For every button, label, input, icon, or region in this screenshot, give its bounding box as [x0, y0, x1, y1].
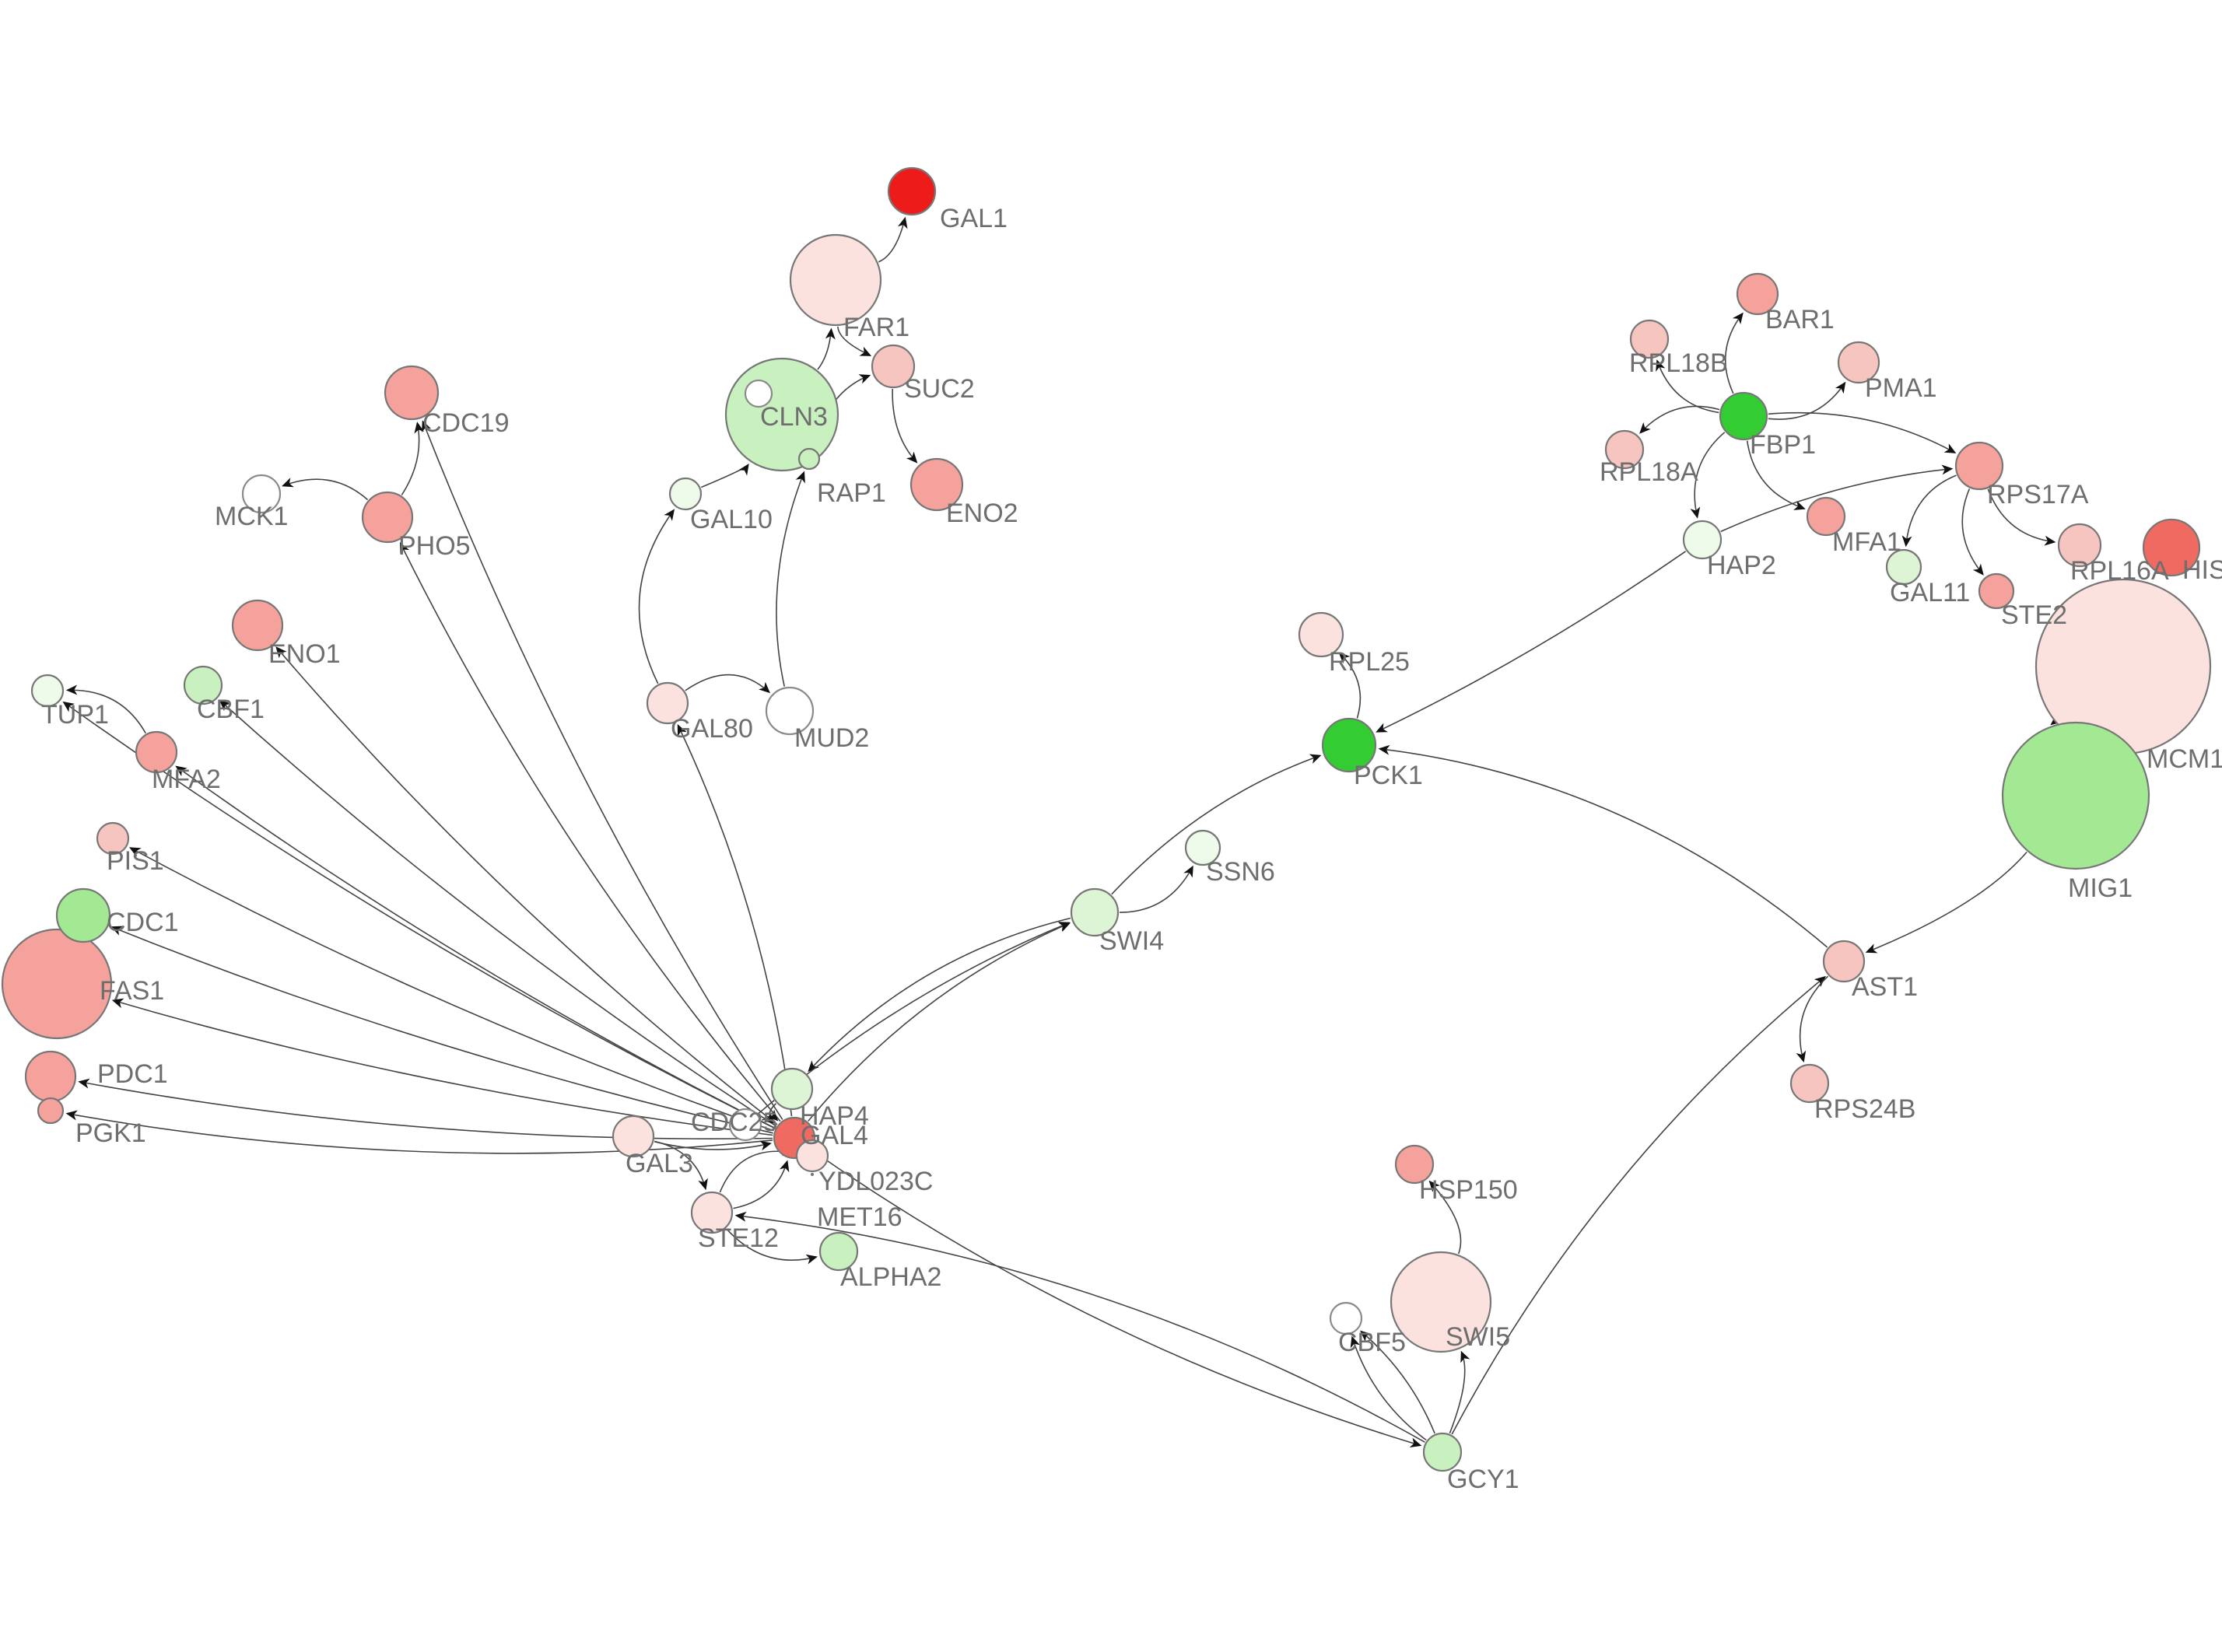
svg-text:PGK1: PGK1 — [75, 1118, 146, 1148]
svg-text:SSN6: SSN6 — [1206, 857, 1275, 887]
svg-text:MUD2: MUD2 — [794, 723, 869, 753]
svg-text:MET16: MET16 — [817, 1202, 902, 1232]
svg-text:PHO5: PHO5 — [398, 531, 471, 561]
svg-text:FBP1: FBP1 — [1750, 430, 1816, 460]
svg-text:CDC19: CDC19 — [422, 408, 509, 438]
svg-text:MFA2: MFA2 — [152, 765, 221, 794]
svg-text:PDC1: PDC1 — [97, 1059, 168, 1089]
svg-text:PIS1: PIS1 — [107, 846, 164, 876]
svg-text:SWI4: SWI4 — [1099, 926, 1164, 956]
svg-text:CDC1: CDC1 — [107, 908, 179, 937]
svg-text:GAL4: GAL4 — [801, 1121, 868, 1150]
svg-text:GAL10: GAL10 — [690, 505, 773, 534]
svg-text:CBF5: CBF5 — [1338, 1328, 1406, 1357]
svg-text:PMA1: PMA1 — [1865, 373, 1937, 403]
svg-text:SUC2: SUC2 — [904, 374, 975, 404]
svg-text:RAP1: RAP1 — [817, 478, 886, 508]
svg-text:TUP1: TUP1 — [41, 700, 109, 730]
svg-text:GCY1: GCY1 — [1447, 1465, 1519, 1494]
svg-text:GAL80: GAL80 — [671, 714, 753, 744]
svg-text:GAL1: GAL1 — [940, 204, 1008, 233]
svg-text:PCK1: PCK1 — [1354, 761, 1423, 790]
svg-text:HSP150: HSP150 — [1419, 1175, 1518, 1205]
svg-text:ENO2: ENO2 — [946, 499, 1018, 528]
svg-text:YDL023C: YDL023C — [818, 1167, 933, 1196]
svg-text:SWI5: SWI5 — [1446, 1322, 1510, 1352]
svg-text:CBF1: CBF1 — [197, 695, 265, 724]
svg-text:MCM1: MCM1 — [2147, 744, 2222, 774]
svg-text:RPS17A: RPS17A — [1987, 480, 2089, 509]
svg-text:RPL18B: RPL18B — [1629, 348, 1728, 378]
svg-text:STE2: STE2 — [2001, 600, 2067, 630]
svg-text:STE12: STE12 — [698, 1223, 779, 1253]
svg-text:ENO1: ENO1 — [268, 639, 341, 669]
svg-text:CLN3: CLN3 — [760, 402, 828, 432]
svg-text:BAR1: BAR1 — [1765, 305, 1835, 334]
svg-text:AST1: AST1 — [1852, 972, 1918, 1002]
svg-text:ALPHA2: ALPHA2 — [840, 1262, 941, 1292]
svg-text:MCK1: MCK1 — [215, 502, 288, 531]
svg-text:RPL18A: RPL18A — [1600, 457, 1698, 487]
svg-text:HAP2: HAP2 — [1707, 551, 1776, 580]
svg-text:RPL25: RPL25 — [1329, 647, 1410, 677]
svg-text:GAL11: GAL11 — [1890, 578, 1970, 607]
svg-text:HIS4: HIS4 — [2182, 555, 2222, 585]
svg-text:RPL16A: RPL16A — [2070, 556, 2169, 586]
svg-text:RPS24B: RPS24B — [1814, 1094, 1915, 1124]
svg-text:MIG1: MIG1 — [2068, 873, 2133, 903]
svg-text:CDC25: CDC25 — [691, 1108, 777, 1137]
svg-text:FAS1: FAS1 — [100, 976, 164, 1006]
svg-text:FAR1: FAR1 — [843, 313, 909, 342]
svg-text:MFA1: MFA1 — [1832, 527, 1901, 557]
svg-text:GAL3: GAL3 — [626, 1149, 693, 1178]
